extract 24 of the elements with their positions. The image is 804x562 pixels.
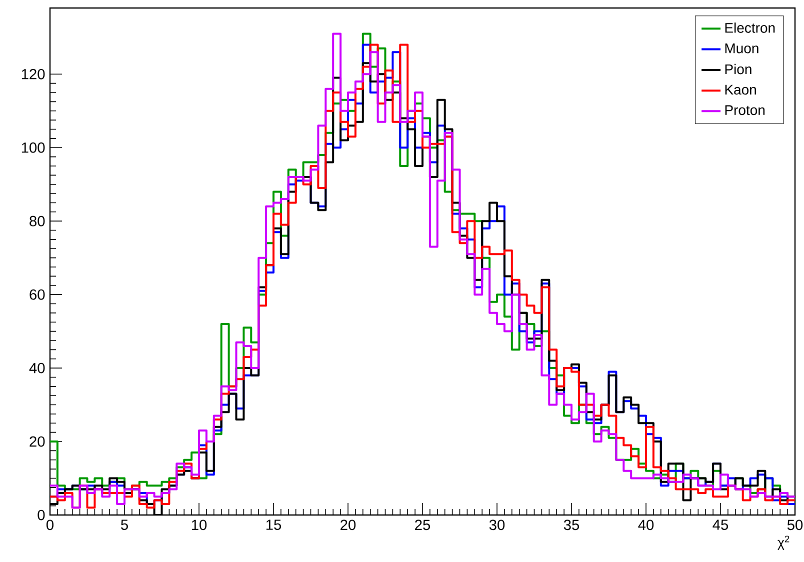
legend-label: Pion [725, 64, 752, 74]
y-tick-label: 40 [29, 362, 45, 374]
y-tick-label: 20 [30, 436, 45, 447]
x-tick-label: 0 [46, 520, 54, 530]
y-tick-label: 100 [22, 142, 45, 153]
x-tick-label: 25 [415, 520, 430, 530]
legend-label: Proton [725, 105, 765, 116]
x-tick-label: 45 [712, 520, 728, 530]
x-tick-label: 10 [192, 520, 207, 530]
x-axis-title: χ$^{2}$ [778, 536, 790, 550]
x-tick-label: 20 [340, 520, 356, 530]
legend-label: Muon [725, 43, 758, 54]
x-tick-label: 40 [638, 520, 654, 530]
x-tick-label: 5 [121, 520, 128, 530]
y-tick-label: 0 [38, 510, 45, 520]
y-tick-label: 60 [30, 289, 45, 300]
x-tick-label: 35 [564, 520, 580, 530]
x-tick-label: 15 [266, 520, 282, 530]
x-tick-label: 50 [787, 520, 803, 530]
y-tick-label: 80 [30, 216, 45, 226]
y-tick-label: 120 [22, 68, 45, 80]
legend-label: Kaon [725, 84, 756, 95]
legend-label: Electron [725, 22, 775, 33]
x-tick-label: 30 [489, 520, 505, 530]
